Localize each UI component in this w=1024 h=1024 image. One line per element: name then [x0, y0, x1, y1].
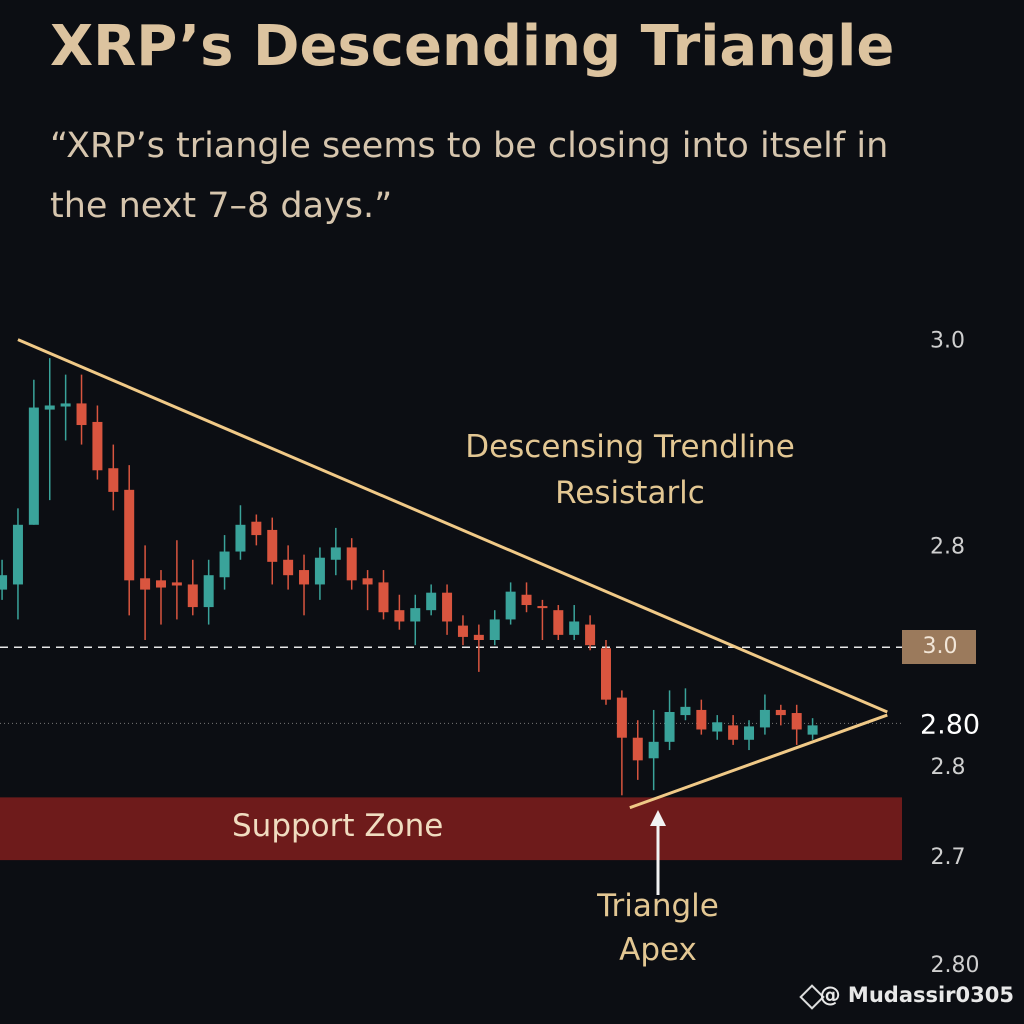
- candle-body: [299, 570, 310, 585]
- candle-body: [362, 578, 373, 585]
- candle-body: [553, 610, 564, 635]
- candle-body: [696, 709, 707, 730]
- apex-arrowhead: [650, 810, 666, 826]
- y-tick-label: 2.8: [930, 534, 965, 559]
- candle-body: [44, 405, 55, 410]
- candle-body: [378, 582, 389, 613]
- candle-body: [235, 524, 246, 552]
- candle-body: [346, 547, 357, 581]
- candle-body: [712, 722, 723, 732]
- trendline: [17, 338, 888, 714]
- candle-body: [28, 407, 39, 525]
- candle-body: [267, 529, 278, 562]
- candle-body: [489, 619, 500, 640]
- candle-body: [251, 521, 262, 536]
- candle-body: [187, 584, 198, 608]
- candle-body: [759, 709, 770, 728]
- candle-body: [680, 706, 691, 716]
- candle-body: [171, 582, 182, 586]
- plot: [0, 338, 902, 861]
- candle-body: [648, 741, 659, 759]
- candle-body: [744, 726, 755, 740]
- candle-body: [92, 421, 103, 471]
- candle-body: [791, 713, 802, 730]
- watermark: @ Mudassir0305: [819, 983, 1014, 1007]
- level-label-box: [902, 630, 976, 664]
- subtitle: “XRP’s triangle seems to be closing into…: [50, 126, 889, 226]
- candle-body: [0, 575, 8, 590]
- candle-body: [60, 403, 71, 407]
- candle-body: [76, 403, 87, 426]
- candle-body: [521, 594, 532, 606]
- candle-body: [473, 634, 484, 640]
- axis-label: 3.0: [923, 634, 958, 659]
- candle-body: [775, 709, 786, 716]
- watermark-icon: [799, 984, 825, 1010]
- candle-body: [505, 591, 516, 620]
- candle-body: [728, 725, 739, 740]
- candle-body: [140, 578, 151, 590]
- candle-body: [426, 592, 437, 611]
- candle-body: [600, 648, 611, 700]
- labels: 3.0 2.8 3.0 2.80 2.8 2.7 2.80: [902, 329, 980, 978]
- candle-body: [330, 547, 341, 560]
- axis-label: 2.7: [931, 845, 966, 870]
- candle-body: [394, 610, 405, 622]
- y-tick-label: 3.0: [930, 329, 965, 354]
- annotation: Triangle Apex: [597, 888, 719, 968]
- candle-body: [203, 575, 214, 608]
- candle-body: [219, 551, 230, 578]
- candle-body: [124, 489, 135, 581]
- axis-label: 2.80: [920, 710, 980, 741]
- annotation: Descensing Trendline Resistarlc: [465, 429, 795, 511]
- support-zone: [0, 797, 902, 861]
- candle-body: [585, 624, 596, 646]
- candle-body: [12, 524, 23, 585]
- candle-body: [616, 697, 627, 738]
- candle-body: [807, 725, 818, 735]
- axis-label: 2.80: [931, 953, 980, 978]
- candle-body: [569, 621, 580, 635]
- candle-body: [537, 606, 548, 609]
- candle-body: [314, 557, 325, 585]
- trendline: [629, 713, 888, 810]
- candle-body: [632, 737, 643, 761]
- support-zone-label: Support Zone: [232, 808, 444, 844]
- candle-body: [410, 608, 421, 622]
- candle-body: [664, 712, 675, 742]
- candle-body: [155, 580, 166, 588]
- candle-body: [457, 625, 468, 637]
- title: XRP’s Descending Triangle: [50, 14, 895, 79]
- axis-label: 2.8: [931, 755, 966, 780]
- candle-body: [108, 468, 119, 492]
- candle-body: [442, 592, 453, 622]
- candle-body: [283, 559, 294, 576]
